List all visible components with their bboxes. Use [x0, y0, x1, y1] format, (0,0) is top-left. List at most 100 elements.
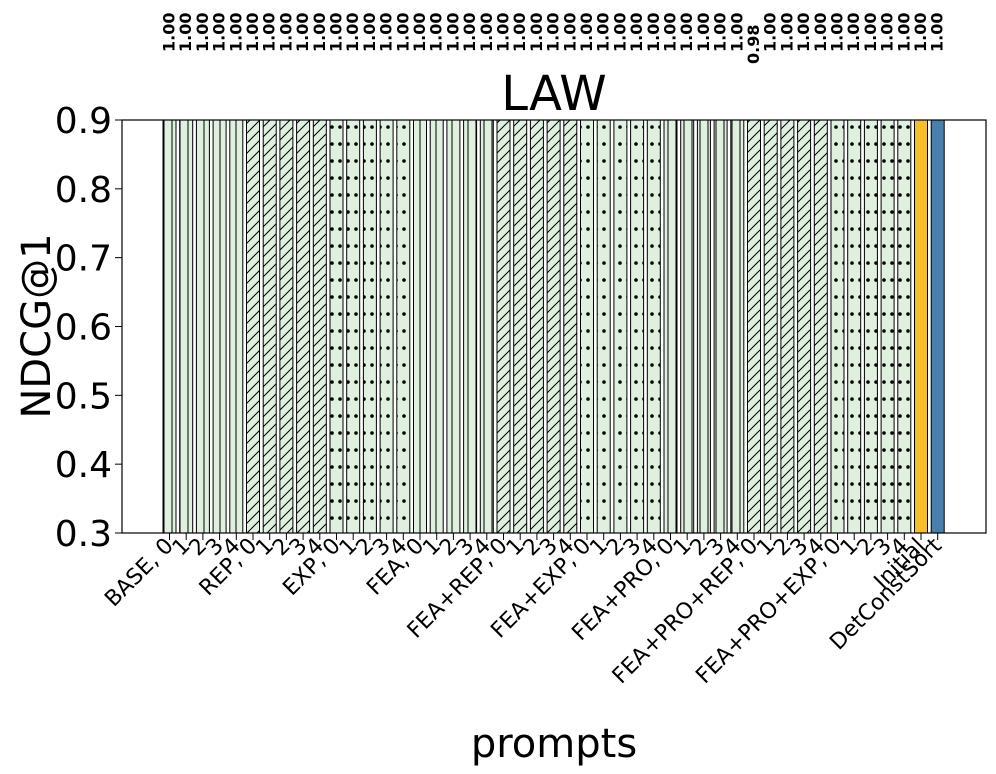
bar — [830, 119, 845, 534]
bar — [312, 119, 327, 534]
y-tick-label: 0.3 — [55, 514, 112, 555]
value-label: 1.00 — [594, 13, 613, 52]
bar — [413, 119, 427, 534]
value-label: 1.00 — [410, 13, 429, 52]
value-label: 1.00 — [443, 13, 462, 52]
y-axis-label: NDCG@1 — [14, 233, 60, 418]
value-label: 1.00 — [327, 13, 346, 52]
bar — [646, 119, 661, 534]
bar — [179, 119, 194, 534]
bar — [279, 119, 294, 534]
bar — [630, 119, 645, 534]
value-label: 1.00 — [544, 13, 563, 52]
value-label: 1.00 — [310, 13, 329, 52]
bar — [212, 119, 227, 534]
value-label: 1.00 — [343, 13, 362, 52]
value-label: 1.00 — [694, 13, 713, 52]
bar — [379, 119, 394, 534]
value-label: 1.00 — [226, 13, 245, 52]
value-label: 1.00 — [661, 13, 680, 52]
value-label: 1.00 — [427, 13, 446, 52]
bar — [195, 119, 210, 534]
value-label: 1.00 — [644, 13, 663, 52]
y-tick-label: 0.7 — [55, 239, 112, 280]
bar — [563, 119, 578, 534]
value-label: 1.00 — [193, 13, 212, 52]
bar — [396, 119, 411, 534]
value-label: 1.00 — [293, 13, 312, 52]
value-label: 1.00 — [510, 13, 529, 52]
value-label: 1.00 — [577, 13, 596, 52]
value-label: 1.00 — [727, 13, 746, 52]
value-label: 1.00 — [477, 13, 496, 52]
value-label: 1.00 — [911, 13, 930, 52]
bar — [246, 119, 260, 534]
bar — [813, 119, 828, 534]
value-label: 0.98 — [744, 25, 763, 64]
y-tick-label: 0.4 — [55, 445, 112, 486]
bar — [580, 119, 594, 534]
value-label: 1.00 — [777, 13, 796, 52]
bars-group — [162, 119, 945, 534]
value-label: 1.00 — [794, 13, 813, 52]
bar — [596, 119, 611, 534]
x-tick-label: BASE, 0 — [100, 534, 178, 612]
bar — [463, 119, 478, 534]
value-label: 1.00 — [494, 13, 513, 52]
bar — [713, 119, 728, 534]
value-label: 1.00 — [861, 13, 880, 52]
bar — [680, 119, 695, 534]
value-label: 1.00 — [610, 13, 629, 52]
value-label: 1.00 — [677, 13, 696, 52]
value-label: 1.00 — [160, 13, 179, 52]
value-label: 1.00 — [878, 13, 897, 52]
bar — [362, 119, 377, 534]
value-label: 1.00 — [761, 13, 780, 52]
value-label: 1.00 — [627, 13, 646, 52]
bar — [696, 119, 711, 534]
value-label: 1.00 — [393, 13, 412, 52]
bar — [880, 119, 895, 534]
y-tick-label: 0.5 — [55, 376, 112, 417]
value-label: 1.00 — [176, 13, 195, 52]
bar — [479, 119, 494, 534]
bar — [730, 119, 745, 534]
bar — [613, 119, 628, 534]
bar — [763, 119, 778, 534]
value-labels-group: 1.001.001.001.001.001.001.001.001.001.00… — [160, 13, 947, 64]
value-label: 1.00 — [243, 13, 262, 52]
bar — [914, 119, 928, 534]
bar — [897, 119, 912, 534]
y-tick-label: 0.8 — [55, 170, 112, 211]
x-axis-label: prompts — [471, 721, 637, 767]
bar — [346, 119, 361, 534]
bar — [797, 119, 812, 534]
value-label: 1.00 — [377, 13, 396, 52]
bar — [847, 119, 862, 534]
value-label: 1.00 — [527, 13, 546, 52]
chart-title: LAW — [501, 66, 607, 122]
value-label: 1.00 — [928, 13, 947, 52]
value-label: 1.00 — [894, 13, 913, 52]
bar — [429, 119, 444, 534]
bar — [663, 119, 678, 534]
bar — [546, 119, 561, 534]
y-axis: 0.3 0.4 0.5 0.6 0.7 0.8 0.9 — [55, 101, 122, 555]
plot-frame — [121, 119, 987, 534]
bar — [262, 119, 277, 534]
bar — [229, 119, 244, 534]
value-label: 1.00 — [711, 13, 730, 52]
bar — [513, 119, 528, 534]
bar — [329, 119, 344, 534]
bar — [529, 119, 544, 534]
y-tick-label: 0.6 — [55, 308, 112, 349]
bar — [496, 119, 511, 534]
value-label: 1.00 — [210, 13, 229, 52]
value-label: 1.00 — [811, 13, 830, 52]
bar — [747, 119, 761, 534]
value-label: 1.00 — [260, 13, 279, 52]
bar — [296, 119, 311, 534]
value-label: 1.00 — [828, 13, 847, 52]
value-label: 1.00 — [460, 13, 479, 52]
